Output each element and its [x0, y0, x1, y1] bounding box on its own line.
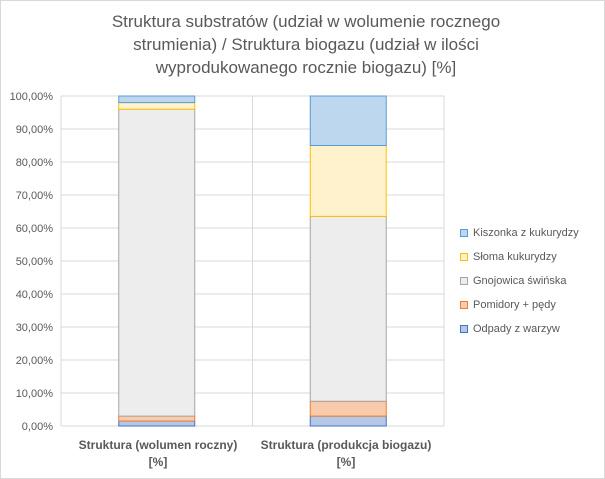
bar-segment — [309, 145, 387, 217]
legend-label: Kiszonka z kukurydzy — [473, 227, 579, 239]
legend-item: Pomidory + pędy — [460, 293, 579, 317]
y-tick-label: 0,00% — [22, 421, 53, 433]
bar-segment — [309, 95, 387, 146]
chart-title-line-2: strumienia) / Struktura biogazu (udział … — [133, 35, 479, 54]
y-tick-label: 30,00% — [16, 322, 54, 334]
x-category-label-1: Struktura (wolumen roczny) [%] — [58, 437, 258, 471]
x-category-label-2: Struktura (produkcja biogazu) [%] — [246, 437, 446, 471]
y-tick-label: 20,00% — [16, 355, 54, 367]
bar-segment — [118, 108, 196, 417]
y-tick-label: 100,00% — [10, 91, 54, 103]
bar-segment — [118, 102, 196, 110]
legend-swatch — [460, 301, 468, 309]
legend-swatch — [460, 277, 468, 285]
bar-segment — [118, 420, 196, 427]
bar-segment — [309, 415, 387, 427]
x-category-label-2-line-1: Struktura (produkcja biogazu) — [260, 438, 432, 452]
bar-segment — [118, 95, 196, 104]
x-category-label-1-line-2: [%] — [148, 455, 168, 469]
legend-swatch — [460, 253, 468, 261]
legend-label: Odpady z warzyw — [473, 323, 560, 335]
y-tick-label: 90,00% — [16, 124, 54, 136]
legend-item: Gnojowica świńska — [460, 269, 579, 293]
legend-swatch — [460, 229, 468, 237]
y-tick-label: 60,00% — [16, 223, 54, 235]
legend-label: Gnojowica świńska — [473, 275, 567, 287]
chart-title-line-3: wyprodukowanego rocznie biogazu) [%] — [155, 58, 457, 77]
bar-segment — [309, 400, 387, 417]
x-category-label-2-line-2: [%] — [336, 455, 356, 469]
chart-title-line-1: Struktura substratów (udział w wolumenie… — [111, 12, 501, 31]
bar-segment — [118, 415, 196, 422]
y-tick-label: 50,00% — [16, 256, 54, 268]
legend-label: Słoma kukurydzy — [473, 251, 557, 263]
x-category-label-1-line-1: Struktura (wolumen roczny) — [78, 438, 238, 452]
legend-item: Kiszonka z kukurydzy — [460, 221, 579, 245]
legend-swatch — [460, 325, 468, 333]
legend-item: Słoma kukurydzy — [460, 245, 579, 269]
legend: Kiszonka z kukurydzy Słoma kukurydzy Gnojo… — [460, 221, 579, 341]
legend-label: Pomidory + pędy — [473, 299, 556, 311]
y-tick-label: 80,00% — [16, 157, 54, 169]
y-tick-label: 70,00% — [16, 190, 54, 202]
y-tick-label: 10,00% — [16, 388, 54, 400]
bar-segment — [309, 215, 387, 402]
legend-item: Odpady z warzyw — [460, 317, 579, 341]
y-tick-label: 40,00% — [16, 289, 54, 301]
